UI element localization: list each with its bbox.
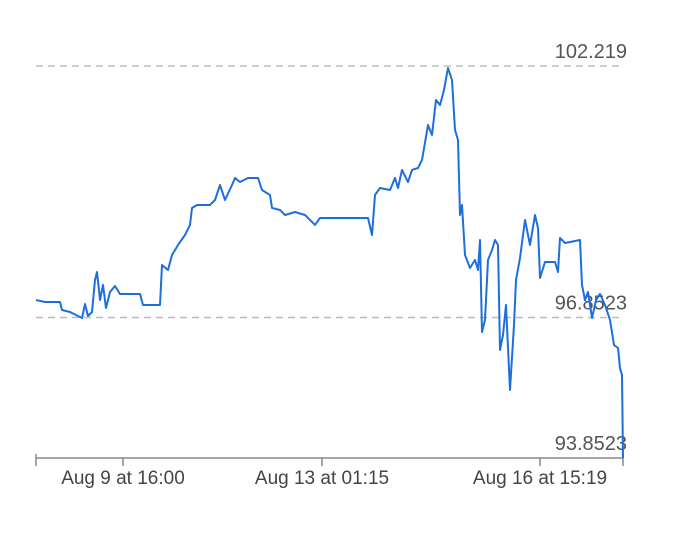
price-line (35, 66, 624, 459)
y-tick-label: 102.219 (555, 41, 627, 63)
x-tick-label: Aug 16 at 15:19 (473, 468, 607, 489)
x-tick-label: Aug 9 at 16:00 (61, 468, 185, 489)
y-tick-label: 93.8523 (555, 433, 627, 455)
x-tick-label: Aug 13 at 01:15 (255, 468, 389, 489)
y-tick-label: 96.8523 (555, 292, 627, 314)
